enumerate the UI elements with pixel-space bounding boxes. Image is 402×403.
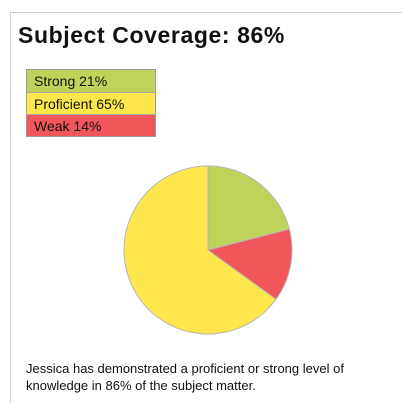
pie-slice-strong bbox=[207, 165, 290, 251]
legend-item-weak: Weak 14% bbox=[27, 114, 155, 136]
pie-chart bbox=[123, 165, 293, 335]
pie-slice-proficient bbox=[123, 165, 277, 335]
summary-caption: Jessica has demonstrated a proficient or… bbox=[26, 361, 344, 393]
legend-item-strong: Strong 21% bbox=[27, 70, 155, 92]
legend-item-proficient: Proficient 65% bbox=[27, 92, 155, 114]
chart-title: Subject Coverage: 86% bbox=[18, 22, 285, 48]
pie-slice-weak bbox=[206, 228, 293, 301]
chart-legend: Strong 21% Proficient 65% Weak 14% bbox=[26, 69, 156, 137]
